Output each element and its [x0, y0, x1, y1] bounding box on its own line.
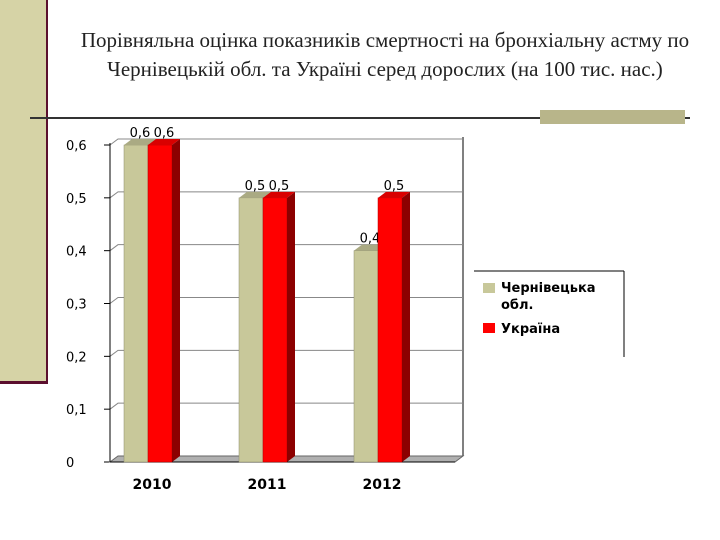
bar	[353, 250, 379, 463]
y-tick-label: 0,5	[66, 192, 87, 207]
decorative-side-line	[46, 0, 48, 383]
title-divider-accent	[540, 110, 685, 124]
bar-side-face	[287, 191, 295, 463]
bar-side-face	[402, 191, 410, 463]
decorative-side-base	[0, 381, 48, 384]
slide-title: Порівняльна оцінка показників смертності…	[80, 28, 690, 81]
data-label: 0,5	[245, 179, 266, 194]
legend-label: обл.	[501, 298, 533, 313]
legend-swatch	[483, 323, 495, 333]
y-tick-label: 0,2	[66, 350, 87, 365]
y-tick-label: 0,1	[66, 403, 87, 418]
data-label: 0,6	[154, 126, 175, 141]
title-divider	[30, 117, 690, 119]
y-tick-label: 0,3	[66, 298, 87, 313]
bar-top-face	[378, 191, 410, 198]
x-category-label: 2011	[248, 477, 287, 493]
y-tick-label: 0,4	[66, 245, 87, 260]
gridline	[109, 297, 463, 304]
bar-top-face	[148, 139, 180, 145]
gridline	[109, 244, 463, 252]
gridline	[109, 349, 463, 357]
bar	[238, 197, 264, 463]
bar-top-face	[124, 139, 156, 145]
bar	[262, 197, 288, 463]
gridline	[109, 402, 463, 410]
data-label: 0,4	[360, 232, 381, 247]
data-label: 0,6	[130, 126, 151, 141]
data-label: 0,5	[384, 179, 405, 194]
y-tick-label: 0,6	[66, 139, 87, 154]
bar-top-face	[263, 191, 295, 198]
x-category-label: 2010	[133, 477, 172, 493]
gridline	[109, 191, 463, 199]
legend-box	[474, 271, 624, 357]
gridline	[109, 138, 463, 146]
data-label: 0,5	[269, 179, 290, 194]
legend-swatch	[483, 283, 495, 293]
bar	[123, 144, 149, 463]
legend-label: Чернівецька	[501, 281, 596, 296]
y-tick-label: 0	[66, 456, 74, 471]
bar-side-face	[172, 139, 180, 462]
x-category-label: 2012	[363, 477, 402, 493]
bar	[377, 197, 403, 463]
decorative-side-bar	[0, 0, 46, 383]
bar	[147, 144, 173, 463]
bar-top-face	[239, 191, 271, 198]
legend-label: Україна	[501, 322, 560, 337]
